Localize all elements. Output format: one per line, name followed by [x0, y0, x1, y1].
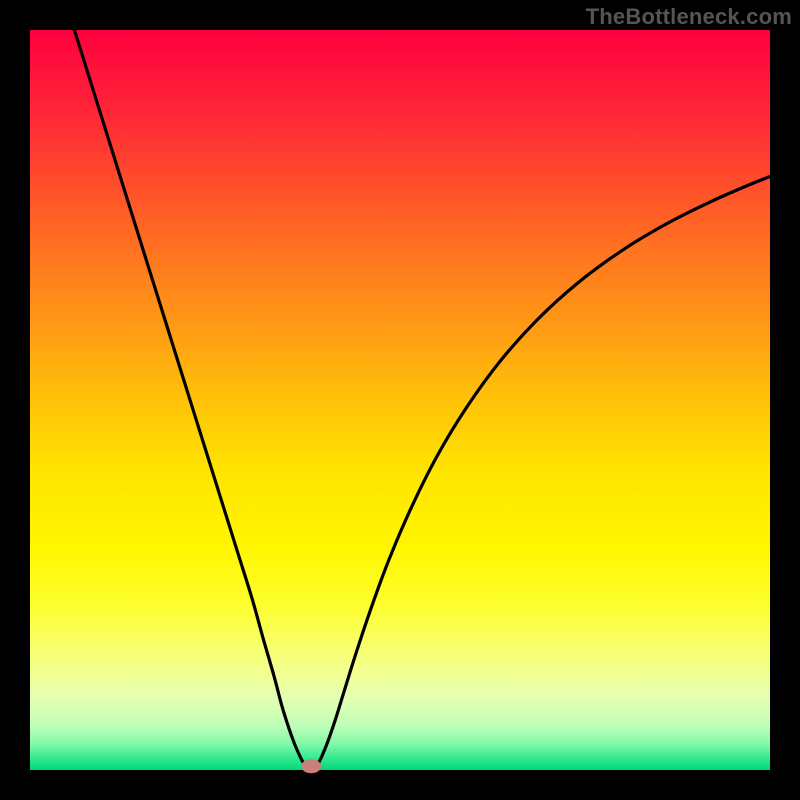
bottleneck-chart — [0, 0, 800, 800]
optimum-marker — [301, 759, 321, 773]
watermark-text: TheBottleneck.com — [586, 4, 792, 30]
plot-background — [30, 30, 770, 770]
chart-container: TheBottleneck.com — [0, 0, 800, 800]
